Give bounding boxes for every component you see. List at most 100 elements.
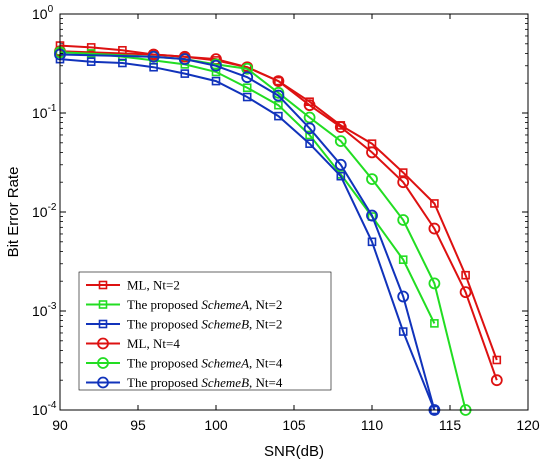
legend-label-suffix: , Nt=2 bbox=[249, 317, 282, 332]
legend-label-suffix: , Nt=4 bbox=[249, 375, 283, 390]
data-point bbox=[118, 58, 127, 68]
legend-label: The proposed SchemeA, Nt=2 bbox=[127, 297, 282, 312]
data-point bbox=[274, 111, 283, 121]
data-point bbox=[305, 139, 314, 148]
legend-box bbox=[78, 271, 332, 391]
legend-label-scheme: SchemeB bbox=[201, 317, 249, 332]
x-tick-label: 110 bbox=[361, 417, 384, 433]
data-point bbox=[430, 199, 439, 208]
legend-label-prefix: The proposed bbox=[127, 317, 201, 332]
data-point bbox=[398, 255, 408, 264]
y-tick-base: 10 bbox=[32, 402, 48, 418]
legend-label-scheme: SchemeB bbox=[201, 375, 249, 390]
legend-entry: The proposed SchemeB, Nt=2 bbox=[86, 317, 282, 332]
x-tick-label: 95 bbox=[130, 417, 146, 433]
series-line bbox=[59, 58, 436, 411]
y-tick-label: 10-4 bbox=[32, 400, 57, 418]
data-point bbox=[147, 50, 160, 63]
legend-entry: The proposed SchemeA, Nt=2 bbox=[86, 297, 282, 312]
data-point bbox=[490, 374, 503, 387]
data-point bbox=[367, 237, 377, 247]
data-point bbox=[211, 67, 221, 77]
series-line bbox=[59, 53, 436, 411]
data-point bbox=[86, 57, 96, 66]
y-tick-label: 10-1 bbox=[32, 103, 57, 121]
data-point bbox=[241, 62, 254, 75]
data-point bbox=[86, 43, 96, 52]
legend-entry: ML, Nt=4 bbox=[86, 336, 180, 351]
legend-label-prefix: The proposed bbox=[127, 297, 201, 312]
y-tick-exponent: -4 bbox=[48, 400, 57, 411]
legend-marker bbox=[98, 319, 108, 329]
data-point bbox=[398, 327, 408, 336]
y-axis-label: Bit Error Rate bbox=[5, 167, 22, 258]
y-tick-base: 10 bbox=[32, 303, 48, 319]
legend-label-scheme: SchemeA bbox=[201, 356, 249, 371]
x-tick-label: 100 bbox=[204, 417, 228, 433]
y-tick-exponent: 0 bbox=[48, 4, 54, 15]
data-point bbox=[242, 83, 252, 93]
legend-label-suffix: , Nt=2 bbox=[249, 297, 282, 312]
x-tick-label: 105 bbox=[282, 417, 306, 433]
y-tick-base: 10 bbox=[32, 105, 48, 121]
series-layer bbox=[54, 41, 503, 416]
data-point bbox=[272, 89, 285, 102]
data-point bbox=[303, 99, 316, 112]
series-line bbox=[59, 50, 498, 381]
data-point bbox=[397, 290, 410, 303]
data-point bbox=[272, 75, 285, 88]
legend-marker bbox=[97, 337, 109, 350]
data-point bbox=[366, 173, 378, 185]
legend-marker bbox=[98, 300, 108, 309]
legend-label-scheme: SchemeA bbox=[201, 297, 249, 312]
x-axis-label: SNR(dB) bbox=[264, 443, 324, 460]
data-point bbox=[149, 62, 158, 72]
data-point bbox=[336, 171, 346, 181]
data-point bbox=[211, 76, 221, 86]
legend-label-suffix: , Nt=4 bbox=[249, 356, 283, 371]
x-tick-label: 120 bbox=[516, 417, 540, 433]
y-tick-exponent: -1 bbox=[48, 103, 57, 114]
y-tick-exponent: -2 bbox=[48, 202, 57, 213]
y-tick-label: 10-2 bbox=[32, 202, 57, 220]
legend-label-prefix: The proposed bbox=[127, 356, 201, 371]
data-point bbox=[428, 277, 441, 290]
data-point bbox=[305, 130, 314, 140]
data-point bbox=[461, 270, 470, 280]
data-point bbox=[430, 319, 439, 328]
y-tick-base: 10 bbox=[32, 204, 48, 220]
x-tick-label: 115 bbox=[439, 417, 462, 433]
data-point bbox=[366, 146, 378, 159]
data-point bbox=[459, 286, 472, 299]
legend-entry: The proposed SchemeA, Nt=4 bbox=[86, 356, 283, 371]
data-point bbox=[242, 92, 252, 102]
data-point bbox=[428, 222, 441, 235]
data-point bbox=[241, 71, 254, 84]
data-point bbox=[180, 69, 190, 78]
y-tick-base: 10 bbox=[32, 6, 48, 22]
legend-marker bbox=[97, 357, 109, 369]
legend-label-prefix: The proposed bbox=[127, 375, 201, 390]
x-tick-label: 90 bbox=[52, 417, 68, 433]
data-point bbox=[334, 158, 347, 171]
data-point bbox=[334, 135, 347, 148]
legend-label: The proposed SchemeB, Nt=2 bbox=[127, 317, 282, 332]
data-point bbox=[334, 121, 347, 134]
data-point bbox=[398, 168, 408, 177]
data-point bbox=[178, 53, 191, 66]
legend-label: The proposed SchemeB, Nt=4 bbox=[127, 375, 283, 390]
legend-entry: The proposed SchemeB, Nt=4 bbox=[86, 375, 283, 390]
y-tick-exponent: -3 bbox=[48, 301, 57, 312]
data-point bbox=[303, 122, 316, 135]
data-point bbox=[210, 59, 222, 72]
legend-marker bbox=[97, 376, 109, 389]
legend-marker bbox=[98, 280, 108, 290]
data-point bbox=[274, 100, 283, 110]
data-point bbox=[274, 76, 283, 86]
y-tick-label: 10-3 bbox=[32, 301, 57, 319]
legend-label: The proposed SchemeA, Nt=4 bbox=[127, 356, 283, 371]
